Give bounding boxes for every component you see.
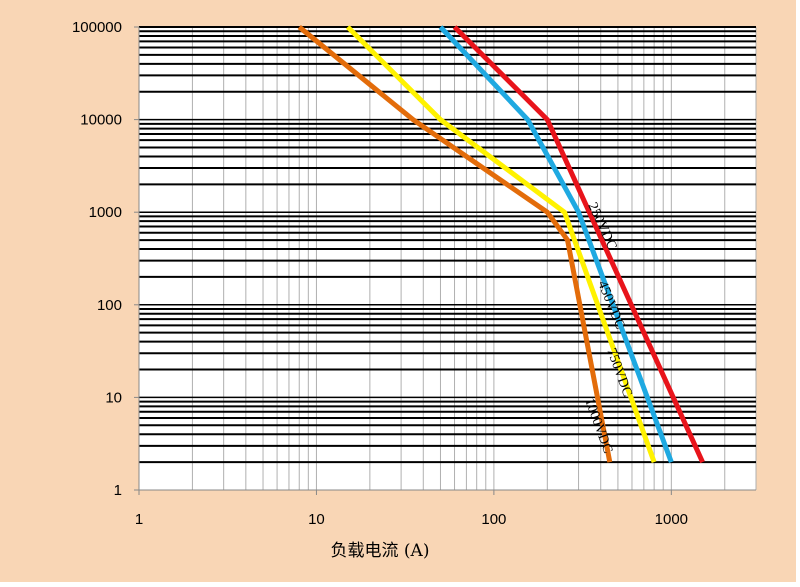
y-tick-label: 100 — [97, 297, 122, 314]
x-tick-label: 10 — [308, 511, 325, 528]
y-tick-label: 10000 — [80, 112, 122, 129]
x-tick-label: 1 — [135, 511, 143, 528]
series-line-750vdc — [345, 25, 657, 463]
x-tick-label: 1000 — [655, 511, 688, 528]
x-tick-label: 100 — [481, 511, 506, 528]
y-tick-label: 10 — [105, 389, 122, 406]
x-axis-title: 负载电流 (A) — [331, 541, 430, 561]
y-tick-label: 1 — [114, 482, 122, 499]
y-tick-label: 1000 — [89, 204, 122, 221]
y-tick-label: 100000 — [72, 19, 122, 36]
series-line-1000vdc — [297, 25, 613, 463]
series-line-250vdc — [452, 25, 705, 464]
series-line-450vdc — [438, 25, 674, 463]
